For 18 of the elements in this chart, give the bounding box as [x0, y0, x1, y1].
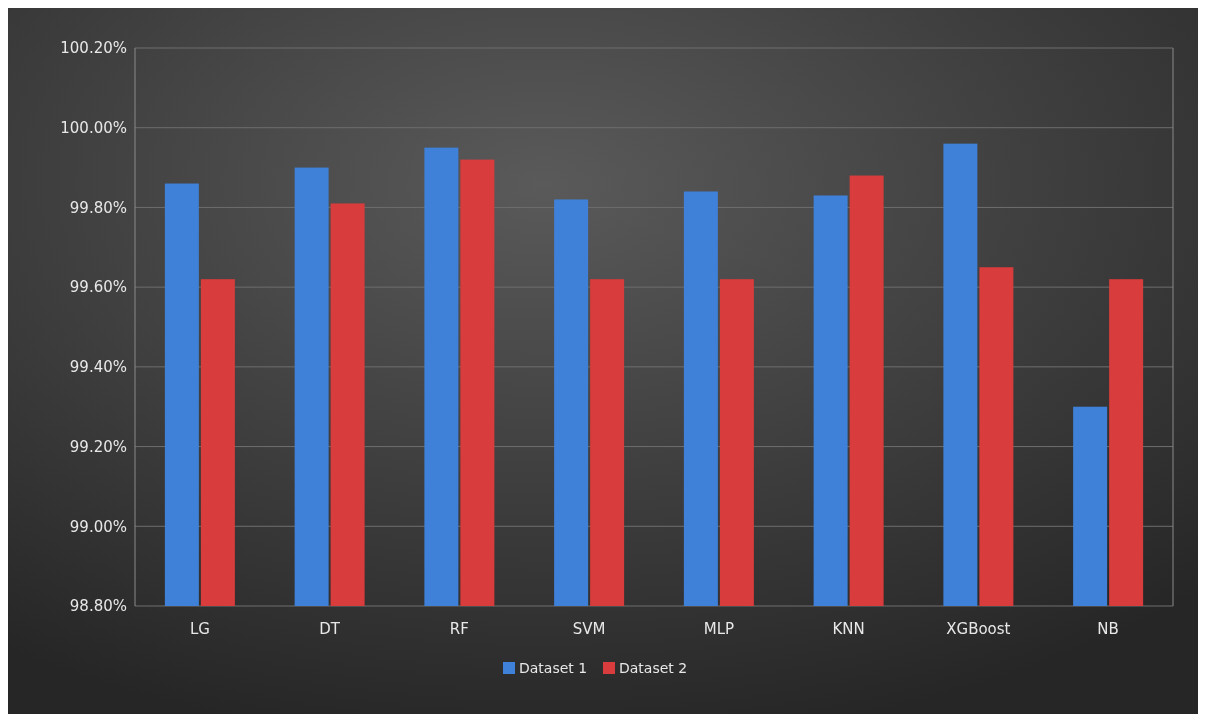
- y-tick-label: 98.80%: [69, 597, 127, 616]
- x-tick-label: RF: [449, 620, 469, 638]
- x-tick-label: LG: [189, 620, 210, 638]
- x-tick-label: KNN: [832, 620, 865, 638]
- y-tick-label: 100.00%: [60, 118, 127, 137]
- legend-label: Dataset 1: [519, 659, 588, 676]
- x-tick-label: SVM: [572, 620, 606, 638]
- y-tick-label: 99.00%: [69, 517, 127, 536]
- y-tick-label: 99.80%: [69, 198, 127, 217]
- x-tick-label: XGBoost: [946, 620, 1011, 638]
- x-tick-label: NB: [1097, 620, 1119, 638]
- legend-label: Dataset 2: [619, 659, 688, 676]
- y-tick-label: 99.60%: [69, 278, 127, 297]
- x-tick-label: MLP: [703, 620, 735, 638]
- x-tick-label: DT: [319, 620, 341, 638]
- y-tick-label: 99.20%: [69, 437, 127, 456]
- y-tick-label: 100.20%: [60, 39, 127, 58]
- y-tick-label: 99.40%: [69, 358, 127, 377]
